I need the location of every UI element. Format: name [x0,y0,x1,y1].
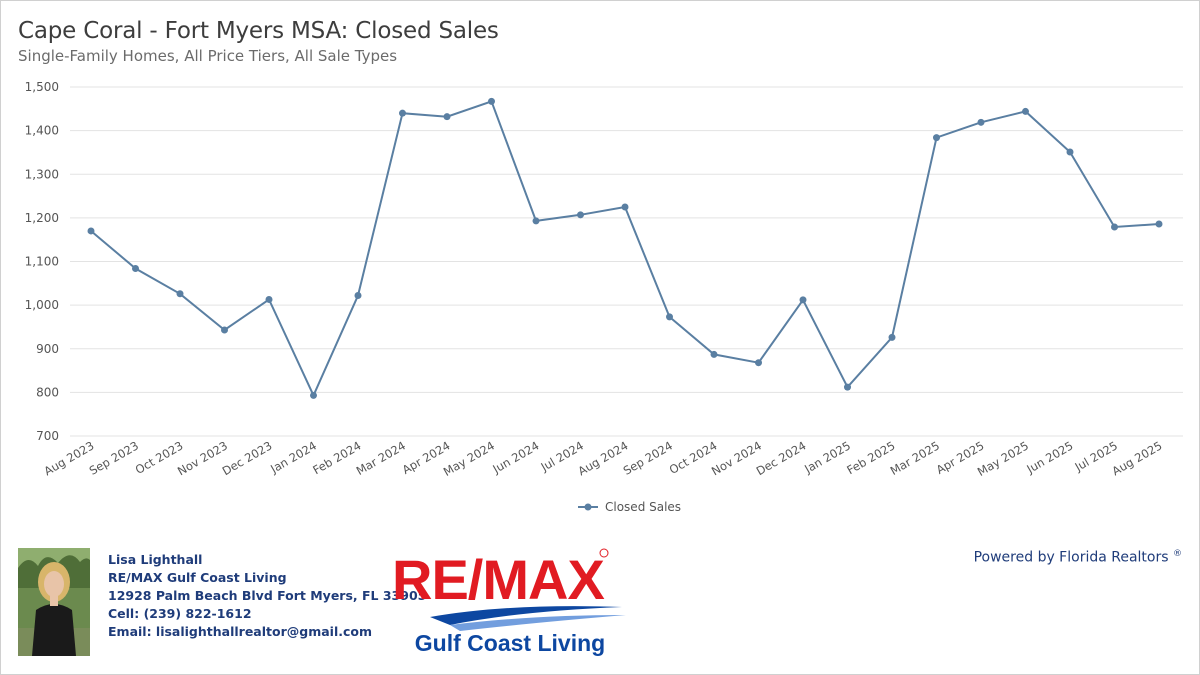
agent-cell: Cell: (239) 822-1612 [108,606,252,621]
powered-by: Powered by Florida Realtors ® [974,549,1182,566]
x-tick-label: Nov 2023 [175,438,230,478]
data-point [488,97,495,105]
registered-mark: ® [1173,549,1182,559]
data-point [799,296,807,304]
logo-tagline-text: Gulf Coast Living [415,630,605,656]
data-point [1111,223,1118,231]
gridlines [70,86,1183,437]
y-tick-label: 700 [36,429,59,443]
data-point [176,290,184,298]
chart-title: Cape Coral - Fort Myers MSA: Closed Sale… [18,18,499,44]
data-point [844,383,851,391]
data-point [532,217,540,225]
x-tick-label: Jan 2024 [267,438,319,476]
data-point [87,227,95,235]
agent-photo [18,548,90,656]
x-tick-label: Sep 2023 [87,438,141,477]
data-point [621,203,629,211]
y-tick-label: 1,500 [25,80,59,94]
data-point [755,359,762,367]
y-tick-label: 1,000 [25,298,59,312]
x-tick-label: Sep 2024 [621,438,675,477]
data-point [577,211,584,219]
data-point [354,292,362,300]
data-point [310,391,317,399]
x-tick-label: Mar 2024 [354,438,408,477]
data-point [1022,107,1029,115]
legend-label: Closed Sales [605,500,681,514]
x-tick-label: Aug 2023 [42,438,97,478]
x-tick-label: Nov 2024 [709,438,764,478]
agent-contact: Lisa Lighthall RE/MAX Gulf Coast Living … [108,551,426,641]
data-point [666,313,673,321]
data-point [399,109,406,117]
x-tick-label: Dec 2023 [220,438,275,478]
y-tick-label: 1,100 [25,255,59,269]
series-line [90,100,1160,398]
y-tick-label: 800 [36,385,59,399]
data-point [1155,220,1163,228]
y-axis: 700 800 900 1,000 1,100 1,200 1,300 1,400 1,500 [25,80,59,443]
agent-company: RE/MAX Gulf Coast Living [108,570,287,585]
x-tick-label: Feb 2024 [310,438,363,477]
legend[interactable]: Closed Sales [578,500,681,514]
registered-mark-icon [599,548,609,558]
x-tick-label: Aug 2024 [576,438,631,478]
data-point [933,134,940,142]
line-chart: 7008009001,0001,1001,2001,3001,4001,500 … [25,80,1183,514]
wave-icon [430,606,622,625]
x-tick-label: Mar 2025 [888,438,942,477]
y-tick-label: 900 [36,342,59,356]
data-point [710,350,718,358]
x-tick-label: Aug 2025 [1110,438,1165,478]
x-tick-label: Jun 2025 [1024,438,1076,476]
data-point [443,113,451,121]
agent-name: Lisa Lighthall [108,552,203,567]
remax-logo: RE/MAX Gulf Coast Living [392,548,626,656]
x-tick-label: Jan 2025 [801,438,853,476]
y-tick-label: 1,300 [25,167,59,181]
agent-email[interactable]: Email: lisalighthallrealtor@gmail.com [108,624,372,639]
x-tick-label: Jun 2024 [490,438,542,476]
data-point [132,264,139,272]
x-tick-label: Dec 2024 [754,438,809,478]
chart-subtitle: Single-Family Homes, All Price Tiers, Al… [18,47,398,65]
y-tick-label: 1,200 [25,211,59,225]
x-tick-label: Feb 2025 [844,438,897,477]
data-point [888,333,896,341]
series-group [87,97,1163,399]
data-point [221,326,228,334]
x-tick-label: May 2025 [975,438,1031,478]
legend-marker [584,503,592,511]
powered-by-text: Powered by Florida Realtors [973,549,1169,566]
x-tick-label: May 2024 [441,438,497,478]
data-point [265,295,273,303]
data-point [1066,148,1074,156]
logo-brand-text: RE/MAX [392,548,604,611]
y-tick-label: 1,400 [25,124,59,138]
data-point [977,118,985,126]
agent-address: 12928 Palm Beach Blvd Fort Myers, FL 339… [108,588,427,603]
